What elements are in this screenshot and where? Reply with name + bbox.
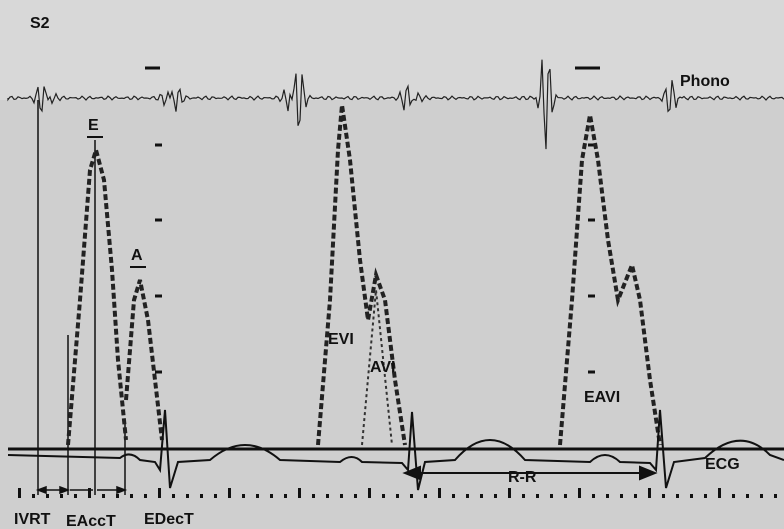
time-mark [242,494,245,498]
label-s2: S2 [30,15,50,32]
time-mark [144,494,147,498]
time-mark [452,494,455,498]
time-mark [326,494,329,498]
time-mark [508,488,511,498]
time-mark [466,494,469,498]
time-mark [312,494,315,498]
time-mark [158,488,161,498]
avi-dotted [361,289,393,446]
time-mark [368,488,371,498]
time-mark [200,494,203,498]
time-mark [718,488,721,498]
time-mark [760,494,763,498]
label-eavi: EAVI [584,389,620,406]
label-ivrt: IVRT [14,511,51,528]
time-mark [186,494,189,498]
time-mark [32,494,35,498]
phono-wave [7,59,784,150]
eavi-wave [558,114,662,446]
time-mark [270,494,273,498]
time-mark [102,494,105,498]
time-mark [494,494,497,498]
time-mark [620,494,623,498]
time-mark [74,494,77,498]
rr-arrow [402,465,658,481]
evi-wave [316,104,407,446]
label-rr: R-R [508,469,537,486]
time-mark [634,494,637,498]
time-mark [172,494,175,498]
time-mark [480,494,483,498]
label-phono: Phono [680,73,730,90]
doppler-envelopes [66,104,662,446]
time-mark [382,494,385,498]
time-mark [46,494,49,498]
time-mark [732,494,735,498]
time-mark [88,488,91,498]
time-mark [522,494,525,498]
time-marks [18,488,777,498]
e-wave [66,142,128,446]
time-mark [424,494,427,498]
time-mark [396,494,399,498]
label-e: E [88,117,99,134]
time-mark [704,494,707,498]
time-mark [354,494,357,498]
time-mark [284,494,287,498]
time-mark [256,494,259,498]
time-mark [60,494,63,498]
time-mark [410,494,413,498]
time-mark [438,488,441,498]
a-wave [124,279,164,441]
time-mark [298,488,301,498]
upper-band [0,0,784,100]
time-mark [578,488,581,498]
label-avi: AVI [370,359,395,376]
time-mark [536,494,539,498]
time-mark [228,488,231,498]
time-mark [676,494,679,498]
time-mark [340,494,343,498]
ecg-trace [7,409,784,491]
label-edect: EDecT [144,511,194,528]
time-mark [746,494,749,498]
time-mark [774,494,777,498]
time-mark [690,494,693,498]
label-evi: EVI [328,331,354,348]
time-mark [606,494,609,498]
time-mark [130,494,133,498]
phono-trace [7,59,784,150]
time-mark [564,494,567,498]
time-mark [116,494,119,498]
time-mark [662,494,665,498]
time-mark [550,494,553,498]
time-mark [648,488,651,498]
time-mark [18,488,21,498]
label-a: A [131,247,143,264]
time-mark [592,494,595,498]
time-mark [214,494,217,498]
label-eacct: EAccT [66,513,116,529]
label-ecg: ECG [705,456,740,473]
